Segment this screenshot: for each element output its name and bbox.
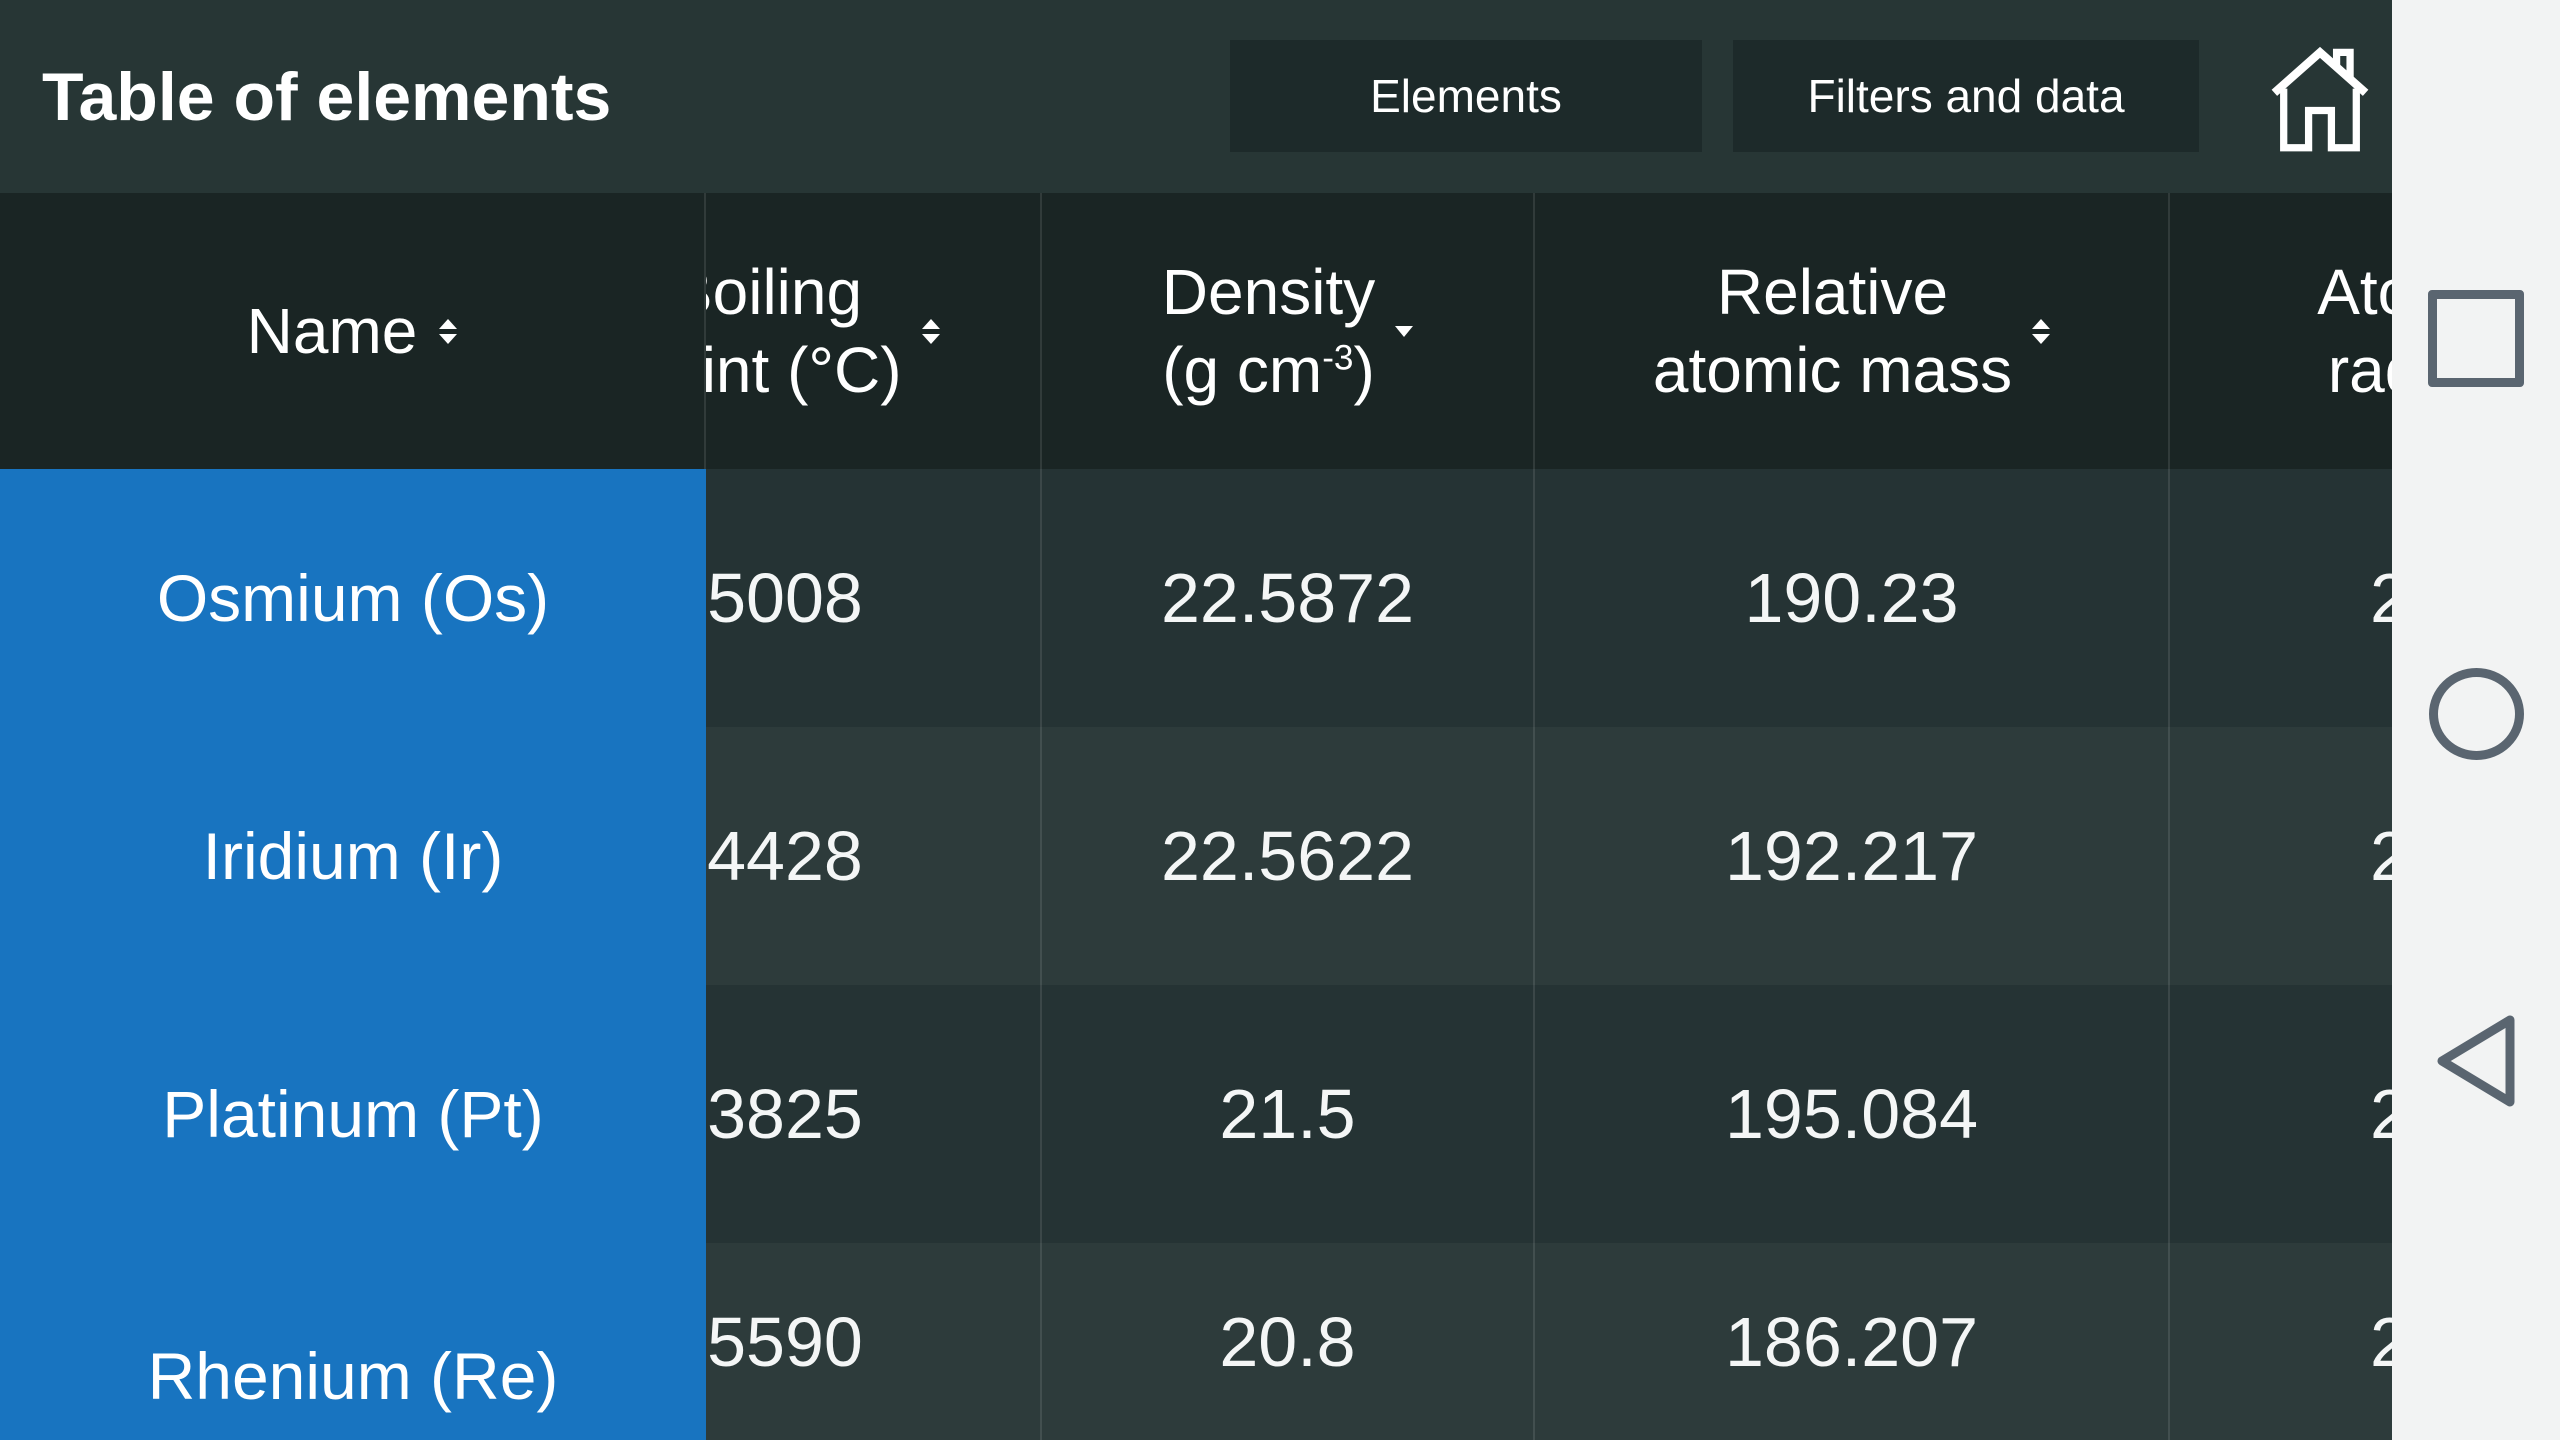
filters-and-data-button-label: Filters and data <box>1807 70 2125 122</box>
column-header-atomic-radius[interactable]: Atomic radius <box>2168 193 2392 469</box>
sort-both-icon <box>921 318 940 344</box>
table: Boiling point (°C) Density (g cm-3) Rela… <box>0 193 2392 1440</box>
android-navigation-bar <box>2392 0 2560 1440</box>
rhenium-atomic-radius: 2 <box>2168 1243 2392 1440</box>
elements-button-label: Elements <box>1370 70 1562 122</box>
osmium-density: 22.5872 <box>1040 469 1533 727</box>
home-button[interactable] <box>2264 38 2376 158</box>
sort-descending-icon <box>1395 325 1414 337</box>
page-title: Table of elements <box>42 58 612 135</box>
column-header-name[interactable]: Name <box>0 193 706 469</box>
osmium-atomic-radius: 2 <box>2168 469 2392 727</box>
column-header-relative-atomic-mass[interactable]: Relative atomic mass <box>1533 193 2168 469</box>
recents-square-icon[interactable] <box>2428 290 2524 387</box>
sort-both-icon <box>2032 318 2051 344</box>
iridium-relative-atomic-mass: 192.217 <box>1533 727 2168 985</box>
name-column-label: Name <box>246 295 418 367</box>
home-icon <box>2271 46 2369 152</box>
pinned-name-column: Osmium (Os) Iridium (Ir) Platinum (Pt) R… <box>0 469 706 1440</box>
name-cell-iridium[interactable]: Iridium (Ir) <box>202 819 504 893</box>
iridium-atomic-radius: 2 <box>2168 727 2392 985</box>
platinum-relative-atomic-mass: 195.084 <box>1533 985 2168 1243</box>
platinum-boiling-point: 3825 <box>707 1075 863 1153</box>
relative-atomic-mass-label-line2: atomic mass <box>1652 334 2013 406</box>
platinum-density: 21.5 <box>1040 985 1533 1243</box>
filters-and-data-button[interactable]: Filters and data <box>1733 40 2199 152</box>
name-cell-rhenium[interactable]: Rhenium (Re) <box>147 1339 559 1413</box>
atomic-radius-label-line1: Atomic <box>2317 255 2392 328</box>
iridium-boiling-point: 4428 <box>707 817 863 895</box>
name-cell-platinum[interactable]: Platinum (Pt) <box>162 1077 544 1151</box>
relative-atomic-mass-label-line1: Relative <box>1716 255 1949 328</box>
toolbar: Table of elements Elements Filters and d… <box>0 0 2392 193</box>
rhenium-relative-atomic-mass: 186.207 <box>1533 1243 2168 1440</box>
rhenium-boiling-point: 5590 <box>707 1302 863 1381</box>
iridium-density: 22.5622 <box>1040 727 1533 985</box>
rhenium-density: 20.8 <box>1040 1243 1533 1440</box>
sort-both-icon <box>439 318 458 344</box>
elements-button[interactable]: Elements <box>1230 40 1702 152</box>
platinum-atomic-radius: 2 <box>2168 985 2392 1243</box>
name-cell-osmium[interactable]: Osmium (Os) <box>156 561 550 635</box>
atomic-radius-label-line2: radius <box>2327 334 2392 406</box>
column-header-density[interactable]: Density (g cm-3) <box>1040 193 1533 469</box>
osmium-relative-atomic-mass: 190.23 <box>1533 469 2168 727</box>
home-circle-icon[interactable] <box>2429 668 2524 760</box>
density-label-line2: (g cm-3) <box>1162 334 1375 406</box>
density-label-line1: Density <box>1161 255 1376 328</box>
osmium-boiling-point: 5008 <box>707 559 863 637</box>
back-triangle-icon[interactable] <box>2432 1012 2522 1110</box>
